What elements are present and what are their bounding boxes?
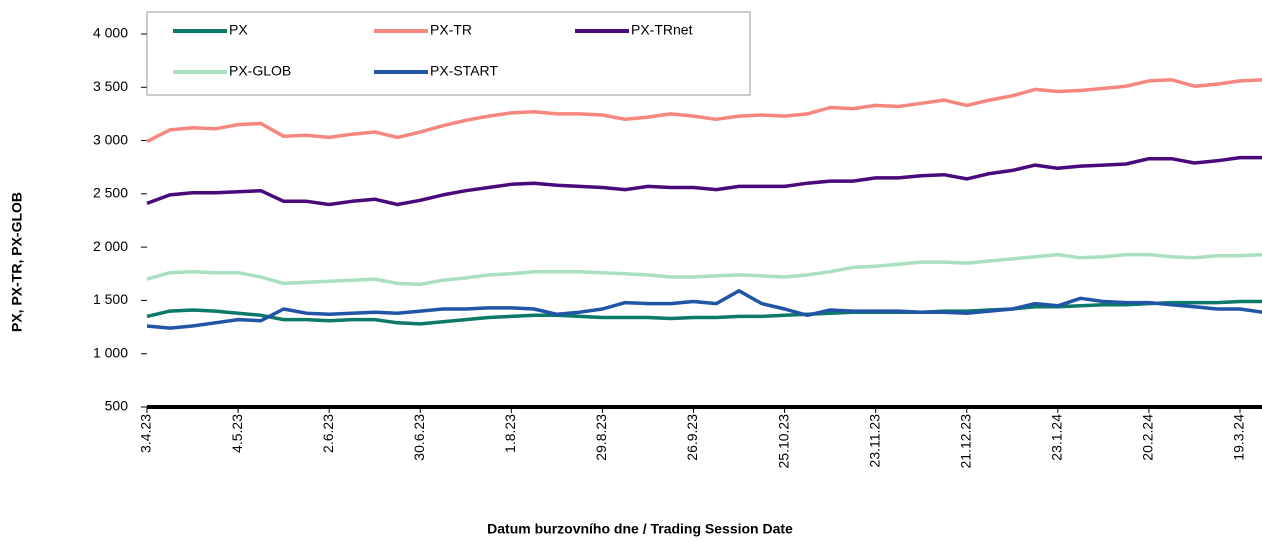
y-axis-title: PX, PX-TR, PX-GLOB <box>9 192 25 332</box>
y-tick-label: 4 000 <box>93 25 128 41</box>
x-tick-label: 3.4.23 <box>138 414 154 453</box>
x-tick-label: 4.5.23 <box>229 414 245 453</box>
x-tick-label: 23.1.24 <box>1049 414 1065 461</box>
series-line <box>146 299 1262 326</box>
x-tick-label: 26.9.23 <box>684 414 700 461</box>
x-tick-label: 1.8.23 <box>502 414 518 453</box>
y-tick-label: 1 000 <box>93 344 128 360</box>
y-tick-label: 1 500 <box>93 291 128 307</box>
legend-label: PX-TR <box>430 22 472 38</box>
y-tick-label: 2 500 <box>93 185 128 201</box>
x-tick-label: 30.6.23 <box>411 414 427 461</box>
series-line <box>146 289 1262 330</box>
x-tick-label: 2.6.23 <box>320 414 336 453</box>
legend-label: PX-GLOB <box>229 63 291 79</box>
y-tick-label: 500 <box>105 398 129 414</box>
legend-box <box>146 11 751 96</box>
legend-label: PX <box>229 22 248 38</box>
series-line <box>146 78 1262 144</box>
x-axis-title: Datum burzovního dne / Trading Session D… <box>487 521 793 537</box>
x-tick-label: 20.2.24 <box>1140 414 1156 461</box>
x-tick-label: 29.8.23 <box>593 414 609 461</box>
y-tick-label: 3 000 <box>93 131 128 147</box>
series-line <box>146 252 1262 287</box>
x-tick-label: 19.3.24 <box>1231 414 1247 461</box>
y-tick-label: 3 500 <box>93 78 128 94</box>
x-tick-label: 21.12.23 <box>957 414 973 469</box>
legend-label: PX-START <box>430 63 498 79</box>
x-tick-label: 23.11.23 <box>866 414 882 468</box>
y-tick-label: 2 000 <box>93 238 128 254</box>
x-tick-label: 25.10.23 <box>775 414 791 469</box>
legend-label: PX-TRnet <box>631 22 693 38</box>
series-line <box>146 155 1262 207</box>
